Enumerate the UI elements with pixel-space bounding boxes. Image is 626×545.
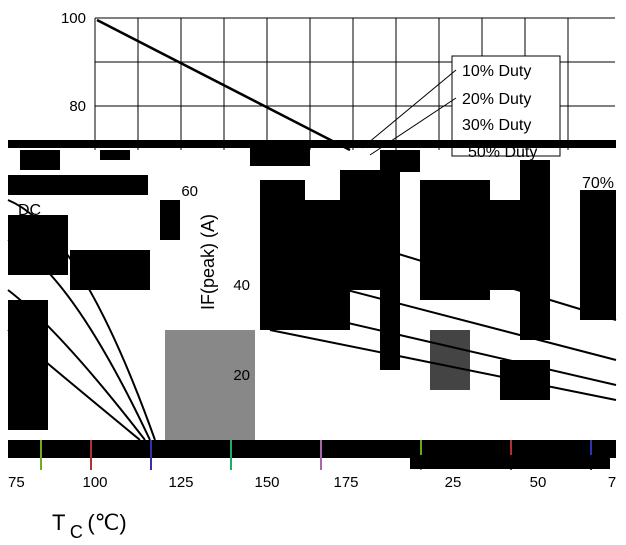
inner-y-tick-40: 40 (233, 277, 250, 294)
inner-y-tick-0: 0 (431, 454, 439, 471)
curve-fragment-1 (7, 199, 156, 441)
y-tick-label-100: 100 (61, 10, 86, 27)
legend-box (451, 55, 561, 157)
legend-label-50-duty: 50% Duty (468, 144, 537, 161)
series-fragments (7, 199, 617, 441)
curve-fragment-2 (7, 239, 151, 441)
x-axis-title-unit: (℃) (87, 510, 126, 535)
x-axis-title-sub: C (70, 522, 83, 542)
x-axis-title: T C (℃) (52, 510, 127, 542)
series-fragment-30 (269, 269, 617, 361)
y-tick-label-80: 80 (69, 98, 86, 115)
legend-label-20-duty: 20% Duty (462, 91, 531, 108)
curve-fragment-3 (7, 289, 146, 441)
series-line-10-duty (96, 18, 351, 152)
right-fragment-70: 70% (582, 175, 614, 192)
x-tick-label-7: 7 (608, 474, 616, 491)
inner-y-axis-title: IF(peak) (A) (198, 214, 218, 310)
x-tick-label-125: 125 (168, 474, 193, 491)
legend: 10% Duty 20% Duty 30% Duty 50% Duty (361, 55, 561, 161)
inner-y-tick-60: 60 (181, 183, 198, 200)
glitch-overlay (8, 140, 616, 470)
series-fragment-50 (269, 304, 617, 386)
x-tick-label-150: 150 (254, 474, 279, 491)
x-tick-label-175: 175 (333, 474, 358, 491)
legend-pointer-10 (361, 69, 457, 149)
x-tick-label-50: 50 (530, 474, 547, 491)
series-fragment-20 (269, 214, 617, 321)
left-fragment-dc: DC (18, 202, 41, 219)
left-fragment-duty: % Duty (8, 177, 60, 194)
inner-y-tick-20: 20 (233, 367, 250, 384)
legend-label-10-duty: 10% Duty (462, 63, 531, 80)
x-axis-title-main: T (52, 510, 65, 535)
x-tick-label-100: 100 (82, 474, 107, 491)
x-tick-label-75: 75 (8, 474, 25, 491)
series-fragment-70 (269, 329, 617, 401)
x-tick-label-25: 25 (445, 474, 462, 491)
curve-fragment-4 (7, 329, 141, 441)
legend-label-30-duty: 30% Duty (462, 117, 531, 134)
